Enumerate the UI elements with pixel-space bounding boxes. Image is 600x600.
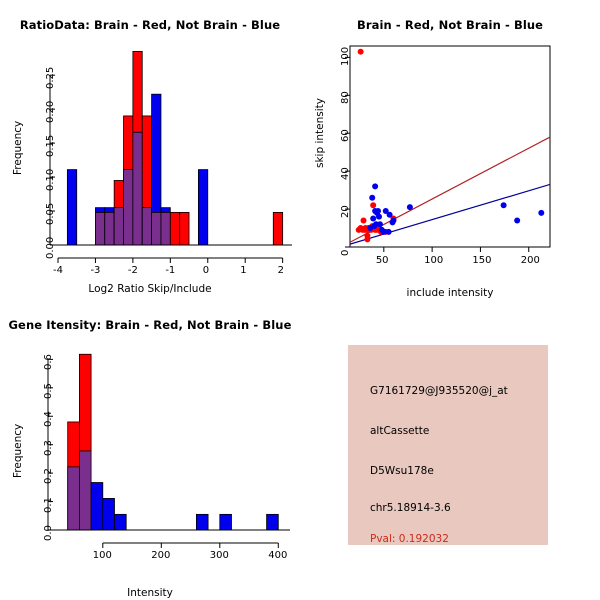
- gene-hist-xtick: 300: [209, 550, 229, 561]
- ratio-hist-bar: [104, 211, 115, 246]
- ratio-hist-xtick: 0: [202, 265, 210, 276]
- ratio-hist-bar: [151, 211, 162, 246]
- gene-hist-bar: [195, 513, 209, 531]
- info-probe-id: G7161729@J935520@j_at: [370, 385, 508, 397]
- scatter-point: [375, 213, 382, 220]
- ratio-hist-bar: [197, 169, 209, 246]
- ratio-hist-xtick: -1: [165, 265, 176, 276]
- scatter-point: [380, 228, 387, 235]
- ratio-hist-ytick: 0.00: [45, 236, 56, 259]
- scatter-ytick: 80: [340, 91, 351, 105]
- scatter-ytick: 0: [340, 249, 351, 256]
- scatter-xtick: 150: [472, 255, 492, 266]
- ratio-hist-ytick: 0.10: [45, 168, 56, 192]
- scatter-xtick: 50: [375, 255, 389, 266]
- ratio-hist-bar: [66, 169, 78, 246]
- ratio-hist-ylabel: Frequency: [12, 120, 24, 175]
- gene-hist-ytick: 0.3: [43, 439, 54, 456]
- ratio-hist-bar: [123, 169, 134, 246]
- panel-scatter: Brain - Red, Not Brain - Blue include in…: [300, 0, 600, 300]
- gene-hist-bar: [102, 498, 115, 531]
- ratio-hist-bar: [132, 131, 143, 246]
- scatter-point: [370, 215, 377, 222]
- panel-ratio-histogram: RatioData: Brain - Red, Not Brain - Blue…: [0, 0, 300, 300]
- scatter-point: [364, 232, 371, 239]
- scatter-xtick: 200: [520, 255, 540, 266]
- gene-hist-bar: [79, 450, 92, 531]
- ratio-hist-ytick: 0.15: [45, 134, 56, 158]
- gene-hist-bar: [266, 513, 279, 531]
- info-pval: Pval: 0.192032: [370, 533, 449, 545]
- gene-info-panel: G7161729@J935520@j_at altCassette D5Wsu1…: [348, 345, 548, 545]
- ratio-hist-xtick: 2: [277, 265, 284, 276]
- gene-hist-xtick: 100: [92, 550, 112, 561]
- gene-hist-canvas: [47, 353, 290, 548]
- scatter-ytick: 20: [340, 205, 351, 219]
- ratio-hist-xtick: 1: [240, 265, 247, 276]
- gene-hist-xtick: 400: [268, 550, 288, 561]
- scatter-point: [369, 194, 376, 201]
- info-locus: chr5.18914-3.6: [370, 502, 451, 514]
- scatter-title: Brain - Red, Not Brain - Blue: [356, 18, 544, 32]
- gene-hist-xtick: 200: [151, 550, 171, 561]
- ratio-hist-xlabel: Log2 Ratio Skip/Include: [88, 283, 212, 295]
- scatter-xlabel: include intensity: [406, 287, 494, 299]
- scatter-frame: [349, 45, 551, 248]
- panel-gene-histogram: Gene Itensity: Brain - Red, Not Brain - …: [0, 300, 300, 600]
- gene-hist-bar: [67, 466, 80, 531]
- scatter-xtick: 100: [424, 255, 444, 266]
- ratio-hist-bar: [179, 211, 190, 246]
- scatter-ytick: 60: [340, 129, 351, 143]
- ratio-hist-xtick: -4: [53, 265, 63, 276]
- gene-hist-ytick: 0.6: [43, 354, 54, 371]
- scatter-ytick: 40: [340, 167, 351, 181]
- gene-hist-ytick: 0.5: [43, 382, 54, 399]
- scatter-trend-line: [350, 136, 550, 243]
- ratio-hist-bar: [113, 207, 124, 246]
- gene-hist-bar: [219, 513, 232, 531]
- info-gene-symbol: D5Wsu178e: [370, 465, 434, 477]
- gene-hist-title: Gene Itensity: Brain - Red, Not Brain - …: [8, 318, 292, 332]
- gene-hist-ytick: 0.0: [43, 525, 54, 541]
- scatter-point: [514, 217, 521, 224]
- scatter-ytick: 100: [340, 47, 351, 67]
- ratio-hist-bar: [160, 211, 171, 246]
- ratio-hist-xtick: -3: [90, 265, 101, 276]
- gene-hist-ytick: 0.1: [43, 496, 54, 513]
- scatter-point: [370, 202, 377, 209]
- ratio-hist-bar: [141, 207, 153, 246]
- gene-hist-bar: [90, 482, 104, 531]
- info-event-type: altCassette: [370, 425, 430, 437]
- scatter-canvas: [345, 45, 551, 252]
- gene-hist-ytick: 0.2: [43, 468, 54, 485]
- scatter-point: [375, 207, 382, 214]
- scatter-point: [406, 204, 413, 211]
- scatter-ylabel: skip intensity: [314, 98, 326, 168]
- gene-hist-bar: [114, 513, 127, 531]
- ratio-hist-bar: [169, 211, 181, 246]
- ratio-hist-ytick: 0.20: [45, 100, 56, 124]
- gene-hist-xlabel: Intensity: [127, 587, 173, 599]
- ratio-hist-bar: [272, 211, 284, 246]
- ratio-hist-canvas: [49, 50, 292, 263]
- gene-hist-ytick: 0.4: [43, 411, 54, 428]
- scatter-point: [386, 211, 393, 218]
- ratio-hist-ytick: 0.25: [45, 66, 56, 90]
- scatter-point: [390, 217, 397, 224]
- scatter-point: [382, 207, 389, 214]
- ratio-hist-xtick: -2: [127, 265, 138, 276]
- scatter-point: [360, 217, 367, 224]
- scatter-point: [372, 183, 379, 190]
- scatter-point: [385, 228, 392, 235]
- ratio-hist-title: RatioData: Brain - Red, Not Brain - Blue: [19, 18, 281, 32]
- scatter-point: [367, 225, 374, 232]
- scatter-point: [538, 209, 545, 216]
- ratio-hist-bar: [95, 211, 106, 246]
- gene-hist-ylabel: Frequency: [12, 423, 24, 478]
- ratio-hist-ytick: 0.05: [45, 202, 56, 226]
- scatter-point: [500, 202, 507, 209]
- scatter-point: [357, 48, 364, 55]
